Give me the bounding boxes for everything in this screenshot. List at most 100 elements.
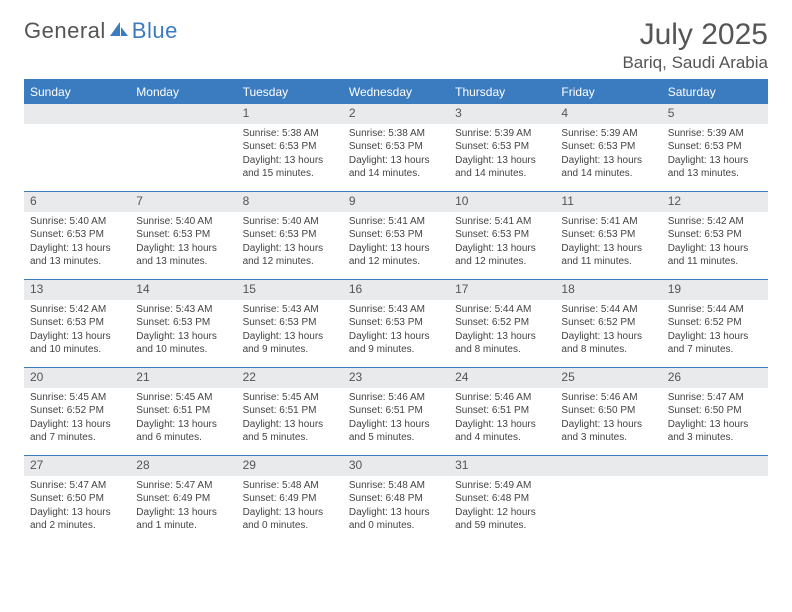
weekday-header: Saturday: [662, 80, 768, 104]
weekday-header: Sunday: [24, 80, 130, 104]
day-body: Sunrise: 5:41 AMSunset: 6:53 PMDaylight:…: [343, 212, 449, 273]
day-number: 22: [237, 368, 343, 388]
day-body: [24, 124, 130, 131]
calendar-day-cell: 18Sunrise: 5:44 AMSunset: 6:52 PMDayligh…: [555, 280, 661, 368]
calendar-day-cell: 30Sunrise: 5:48 AMSunset: 6:48 PMDayligh…: [343, 456, 449, 544]
day-body: Sunrise: 5:46 AMSunset: 6:51 PMDaylight:…: [449, 388, 555, 449]
day-number: 16: [343, 280, 449, 300]
day-number: 29: [237, 456, 343, 476]
day-body: Sunrise: 5:43 AMSunset: 6:53 PMDaylight:…: [237, 300, 343, 361]
calendar-day-cell: 14Sunrise: 5:43 AMSunset: 6:53 PMDayligh…: [130, 280, 236, 368]
day-number: 15: [237, 280, 343, 300]
calendar-day-cell: 17Sunrise: 5:44 AMSunset: 6:52 PMDayligh…: [449, 280, 555, 368]
day-number: 30: [343, 456, 449, 476]
calendar-week-row: 6Sunrise: 5:40 AMSunset: 6:53 PMDaylight…: [24, 192, 768, 280]
page-subtitle: Bariq, Saudi Arabia: [622, 53, 768, 73]
day-body: Sunrise: 5:40 AMSunset: 6:53 PMDaylight:…: [130, 212, 236, 273]
day-number: [24, 104, 130, 124]
day-number: 3: [449, 104, 555, 124]
day-number: 25: [555, 368, 661, 388]
day-number: 21: [130, 368, 236, 388]
day-body: Sunrise: 5:48 AMSunset: 6:48 PMDaylight:…: [343, 476, 449, 537]
calendar-day-cell: [662, 456, 768, 544]
weekday-header: Friday: [555, 80, 661, 104]
calendar-day-cell: 25Sunrise: 5:46 AMSunset: 6:50 PMDayligh…: [555, 368, 661, 456]
calendar-day-cell: 26Sunrise: 5:47 AMSunset: 6:50 PMDayligh…: [662, 368, 768, 456]
day-body: Sunrise: 5:46 AMSunset: 6:50 PMDaylight:…: [555, 388, 661, 449]
calendar-day-cell: 29Sunrise: 5:48 AMSunset: 6:49 PMDayligh…: [237, 456, 343, 544]
calendar-day-cell: 20Sunrise: 5:45 AMSunset: 6:52 PMDayligh…: [24, 368, 130, 456]
day-body: Sunrise: 5:41 AMSunset: 6:53 PMDaylight:…: [449, 212, 555, 273]
title-block: July 2025 Bariq, Saudi Arabia: [622, 18, 768, 73]
day-number: 23: [343, 368, 449, 388]
calendar-day-cell: 3Sunrise: 5:39 AMSunset: 6:53 PMDaylight…: [449, 104, 555, 192]
day-number: 12: [662, 192, 768, 212]
calendar-day-cell: 9Sunrise: 5:41 AMSunset: 6:53 PMDaylight…: [343, 192, 449, 280]
calendar-day-cell: 31Sunrise: 5:49 AMSunset: 6:48 PMDayligh…: [449, 456, 555, 544]
day-number: 8: [237, 192, 343, 212]
calendar-day-cell: 4Sunrise: 5:39 AMSunset: 6:53 PMDaylight…: [555, 104, 661, 192]
day-body: Sunrise: 5:39 AMSunset: 6:53 PMDaylight:…: [555, 124, 661, 185]
day-body: Sunrise: 5:39 AMSunset: 6:53 PMDaylight:…: [449, 124, 555, 185]
day-number: 20: [24, 368, 130, 388]
day-body: [130, 124, 236, 131]
weekday-header: Tuesday: [237, 80, 343, 104]
weekday-header: Thursday: [449, 80, 555, 104]
page-title: July 2025: [622, 18, 768, 51]
day-body: Sunrise: 5:41 AMSunset: 6:53 PMDaylight:…: [555, 212, 661, 273]
calendar-week-row: 13Sunrise: 5:42 AMSunset: 6:53 PMDayligh…: [24, 280, 768, 368]
day-number: 6: [24, 192, 130, 212]
day-number: 17: [449, 280, 555, 300]
calendar-day-cell: 24Sunrise: 5:46 AMSunset: 6:51 PMDayligh…: [449, 368, 555, 456]
weekday-header: Wednesday: [343, 80, 449, 104]
day-number: 9: [343, 192, 449, 212]
calendar-day-cell: 10Sunrise: 5:41 AMSunset: 6:53 PMDayligh…: [449, 192, 555, 280]
calendar-week-row: 1Sunrise: 5:38 AMSunset: 6:53 PMDaylight…: [24, 104, 768, 192]
calendar-week-row: 27Sunrise: 5:47 AMSunset: 6:50 PMDayligh…: [24, 456, 768, 544]
calendar-day-cell: 2Sunrise: 5:38 AMSunset: 6:53 PMDaylight…: [343, 104, 449, 192]
calendar-day-cell: [130, 104, 236, 192]
day-number: 19: [662, 280, 768, 300]
day-number: 24: [449, 368, 555, 388]
calendar-body: 1Sunrise: 5:38 AMSunset: 6:53 PMDaylight…: [24, 104, 768, 544]
calendar-day-cell: 7Sunrise: 5:40 AMSunset: 6:53 PMDaylight…: [130, 192, 236, 280]
page-header: General Blue July 2025 Bariq, Saudi Arab…: [24, 18, 768, 73]
calendar-day-cell: 19Sunrise: 5:44 AMSunset: 6:52 PMDayligh…: [662, 280, 768, 368]
day-body: Sunrise: 5:47 AMSunset: 6:50 PMDaylight:…: [662, 388, 768, 449]
brand-sail-icon: [106, 18, 132, 44]
calendar-table: SundayMondayTuesdayWednesdayThursdayFrid…: [24, 79, 768, 544]
day-body: Sunrise: 5:47 AMSunset: 6:50 PMDaylight:…: [24, 476, 130, 537]
day-number: 13: [24, 280, 130, 300]
day-number: 10: [449, 192, 555, 212]
weekday-header: Monday: [130, 80, 236, 104]
day-number: [662, 456, 768, 476]
day-number: 31: [449, 456, 555, 476]
day-number: 1: [237, 104, 343, 124]
day-body: Sunrise: 5:44 AMSunset: 6:52 PMDaylight:…: [449, 300, 555, 361]
calendar-day-cell: 22Sunrise: 5:45 AMSunset: 6:51 PMDayligh…: [237, 368, 343, 456]
brand-part1: General: [24, 18, 106, 44]
day-number: [130, 104, 236, 124]
calendar-day-cell: 16Sunrise: 5:43 AMSunset: 6:53 PMDayligh…: [343, 280, 449, 368]
weekday-header-row: SundayMondayTuesdayWednesdayThursdayFrid…: [24, 80, 768, 104]
calendar-day-cell: [24, 104, 130, 192]
day-body: Sunrise: 5:39 AMSunset: 6:53 PMDaylight:…: [662, 124, 768, 185]
calendar-day-cell: 6Sunrise: 5:40 AMSunset: 6:53 PMDaylight…: [24, 192, 130, 280]
day-number: 27: [24, 456, 130, 476]
calendar-day-cell: 11Sunrise: 5:41 AMSunset: 6:53 PMDayligh…: [555, 192, 661, 280]
day-body: [555, 476, 661, 483]
day-body: Sunrise: 5:43 AMSunset: 6:53 PMDaylight:…: [343, 300, 449, 361]
day-number: 2: [343, 104, 449, 124]
day-number: 26: [662, 368, 768, 388]
day-body: Sunrise: 5:44 AMSunset: 6:52 PMDaylight:…: [662, 300, 768, 361]
day-body: Sunrise: 5:42 AMSunset: 6:53 PMDaylight:…: [24, 300, 130, 361]
calendar-day-cell: [555, 456, 661, 544]
calendar-day-cell: 5Sunrise: 5:39 AMSunset: 6:53 PMDaylight…: [662, 104, 768, 192]
day-body: Sunrise: 5:40 AMSunset: 6:53 PMDaylight:…: [237, 212, 343, 273]
day-body: Sunrise: 5:45 AMSunset: 6:51 PMDaylight:…: [130, 388, 236, 449]
day-body: Sunrise: 5:49 AMSunset: 6:48 PMDaylight:…: [449, 476, 555, 537]
day-body: Sunrise: 5:44 AMSunset: 6:52 PMDaylight:…: [555, 300, 661, 361]
day-number: 14: [130, 280, 236, 300]
brand-part2: Blue: [132, 18, 178, 44]
calendar-day-cell: 12Sunrise: 5:42 AMSunset: 6:53 PMDayligh…: [662, 192, 768, 280]
